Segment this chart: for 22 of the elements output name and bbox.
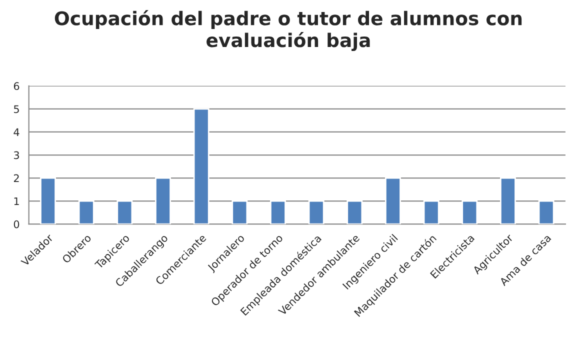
bar [538, 200, 554, 224]
bar [232, 200, 248, 224]
y-tick-label: 6 [14, 82, 20, 90]
bar [423, 200, 440, 224]
bar [462, 200, 478, 224]
bar [385, 177, 401, 224]
chart-title: Ocupación del padre o tutor de alumnos con evaluación baja [54, 10, 522, 52]
bar [270, 200, 286, 224]
bar [308, 200, 324, 224]
bar [346, 200, 363, 224]
bar [78, 200, 94, 224]
bar [155, 177, 171, 224]
bar [193, 108, 210, 224]
y-tick-label: 3 [14, 151, 19, 160]
bar [500, 177, 516, 224]
y-tick-label: 5 [14, 105, 19, 114]
bar [40, 177, 56, 224]
bar [116, 200, 133, 224]
y-tick-label: 2 [14, 174, 19, 182]
y-tick-label: 1 [14, 197, 19, 206]
y-tick-label: 0 [14, 220, 20, 228]
y-tick-label: 4 [14, 128, 20, 136]
